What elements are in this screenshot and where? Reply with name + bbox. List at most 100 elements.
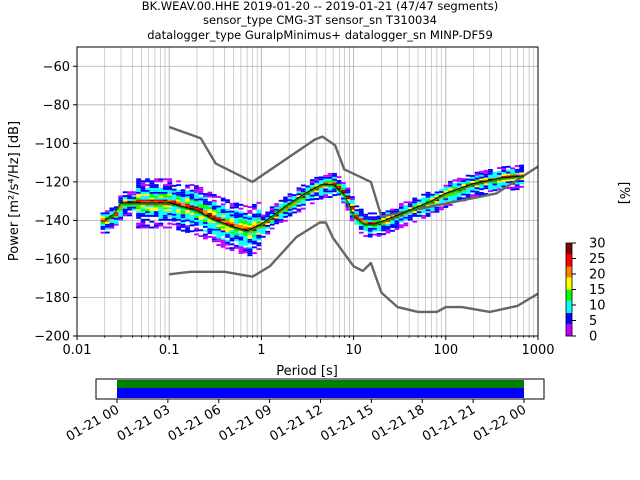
colorbar-segment: [566, 308, 572, 310]
heatmap-cell: [519, 164, 525, 167]
heatmap-cell: [162, 213, 168, 215]
heatmap-cell: [167, 182, 173, 185]
heatmap-cell: [220, 243, 226, 246]
heatmap-cell: [234, 210, 239, 213]
heatmap-cell: [367, 227, 373, 230]
heatmap-cell: [180, 191, 186, 194]
heatmap-cell: [318, 197, 324, 200]
heatmap-cell: [140, 195, 146, 198]
heatmap-cell: [247, 206, 253, 209]
heatmap-cell: [296, 187, 302, 190]
heatmap-cell: [211, 222, 217, 225]
heatmap-cell: [496, 170, 502, 173]
heatmap-cell: [167, 199, 173, 202]
heatmap-cell: [265, 221, 271, 224]
heatmap-cell: [158, 205, 164, 208]
heatmap-cell: [336, 185, 342, 188]
heatmap-cell: [171, 207, 177, 210]
heatmap-cell: [198, 221, 204, 224]
heatmap-cell: [416, 199, 422, 202]
heatmap-cell: [341, 199, 346, 202]
heatmap-cell: [145, 189, 150, 192]
heatmap-cell: [332, 176, 337, 179]
heatmap-cell: [194, 233, 199, 236]
heatmap-cell: [216, 236, 222, 239]
heatmap-cell: [332, 188, 337, 191]
heatmap-cell: [514, 170, 520, 173]
heatmap-cell: [185, 229, 190, 231]
heatmap-cell: [140, 224, 146, 227]
heatmap-cell: [189, 224, 195, 227]
heatmap-cell: [131, 197, 137, 199]
heatmap-cell: [412, 199, 418, 202]
heatmap-cell: [510, 171, 516, 174]
heatmap-cell: [358, 231, 364, 234]
heatmap-cell: [185, 217, 190, 220]
heatmap-cell: [207, 226, 213, 229]
heatmap-cell: [403, 201, 409, 204]
heatmap-cell: [283, 210, 288, 212]
heatmap-cell: [314, 198, 320, 200]
heatmap-cell: [287, 208, 293, 211]
heatmap-cell: [439, 196, 444, 199]
heatmap-cell: [153, 211, 159, 214]
heatmap-cell: [211, 226, 217, 229]
heatmap-cell: [220, 220, 226, 223]
heatmap-cell: [136, 224, 141, 227]
heatmap-cell: [309, 190, 315, 193]
heatmap-cell: [202, 204, 208, 207]
heatmap-cell: [474, 181, 480, 184]
heatmap-cell: [109, 211, 115, 214]
heatmap-cell: [162, 218, 168, 221]
heatmap-cell: [180, 189, 186, 192]
heatmap-cell: [211, 232, 217, 235]
heatmap-cell: [430, 203, 435, 206]
colorbar-segment: [566, 287, 572, 290]
heatmap-cell: [127, 208, 133, 211]
heatmap-cell: [158, 199, 164, 202]
heatmap-cell: [470, 178, 476, 181]
heatmap-cell: [211, 217, 217, 220]
heatmap-cell: [510, 186, 516, 189]
heatmap-cell: [274, 206, 280, 209]
heatmap-cell: [505, 183, 511, 186]
heatmap-cell: [194, 212, 199, 215]
heatmap-cell: [318, 176, 324, 179]
heatmap-cell: [238, 225, 244, 227]
heatmap-cell: [194, 198, 199, 201]
heatmap-cell: [247, 227, 253, 230]
heatmap-cell: [194, 202, 199, 205]
heatmap-cell: [140, 191, 146, 194]
heatmap-cell: [158, 209, 164, 212]
heatmap-cell: [278, 215, 284, 218]
heatmap-cell: [216, 230, 222, 233]
heatmap-cell: [109, 219, 115, 221]
heatmap-cell: [202, 233, 208, 236]
heatmap-cell: [403, 212, 409, 215]
heatmap-cell: [216, 215, 222, 218]
heatmap-cell: [216, 232, 222, 235]
heatmap-cell: [207, 230, 213, 233]
heatmap-cell: [207, 207, 213, 209]
heatmap-cell: [189, 195, 195, 198]
heatmap-cell: [136, 182, 141, 185]
heatmap-cell: [140, 199, 146, 202]
heatmap-cell: [198, 215, 204, 218]
heatmap-cell: [113, 219, 119, 222]
heatmap-cell: [225, 233, 231, 236]
heatmap-cell: [309, 196, 315, 199]
heatmap-cell: [354, 220, 360, 223]
heatmap-cell: [488, 170, 493, 173]
heatmap-cell: [194, 185, 199, 188]
heatmap-cell: [421, 209, 427, 212]
heatmap-cell: [372, 229, 378, 232]
heatmap-cell: [118, 195, 124, 198]
heatmap-cell: [336, 193, 342, 196]
heatmap-cell: [149, 184, 155, 187]
heatmap-cell: [443, 194, 449, 197]
heatmap-cell: [274, 208, 280, 211]
heatmap-cell: [292, 203, 297, 206]
heatmap-cell: [260, 220, 266, 223]
heatmap-cell: [243, 241, 248, 244]
heatmap-cell: [211, 230, 217, 233]
